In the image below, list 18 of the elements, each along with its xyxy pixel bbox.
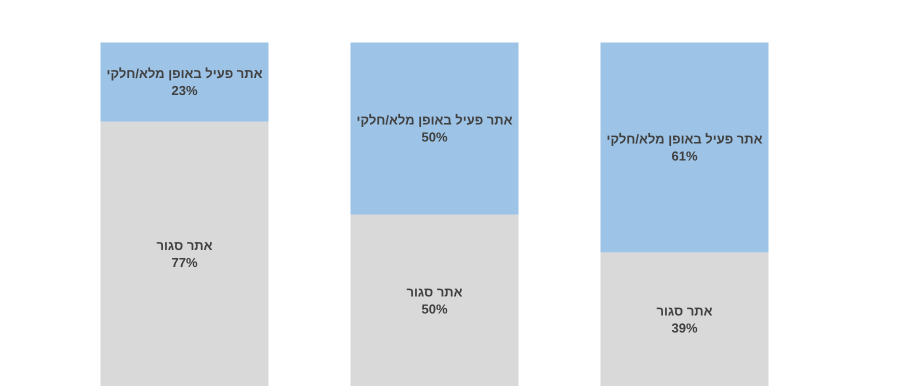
data-label: 77%	[171, 255, 198, 270]
text: אתר סגור	[156, 238, 213, 254]
bar	[350, 42, 518, 214]
bar	[100, 42, 268, 122]
text: אתר סגור	[406, 284, 463, 300]
bar	[600, 252, 768, 386]
bar	[350, 214, 518, 386]
data-label: 23%	[171, 83, 198, 98]
data-label: 50%	[421, 129, 448, 144]
text: אתר פעיל באופן מלא/חלקי	[606, 131, 762, 146]
bar	[600, 42, 768, 252]
series-label: אתר פעיל באופן מלא/חלקי	[106, 66, 263, 82]
series-label: אתר סגור	[656, 303, 713, 318]
data-label: 50%	[421, 301, 448, 316]
bar	[100, 122, 268, 386]
text: אתר פעיל באופן מלא/חלקי	[356, 112, 512, 128]
data-label: 39%	[671, 320, 698, 336]
data-label: 61%	[671, 148, 698, 164]
